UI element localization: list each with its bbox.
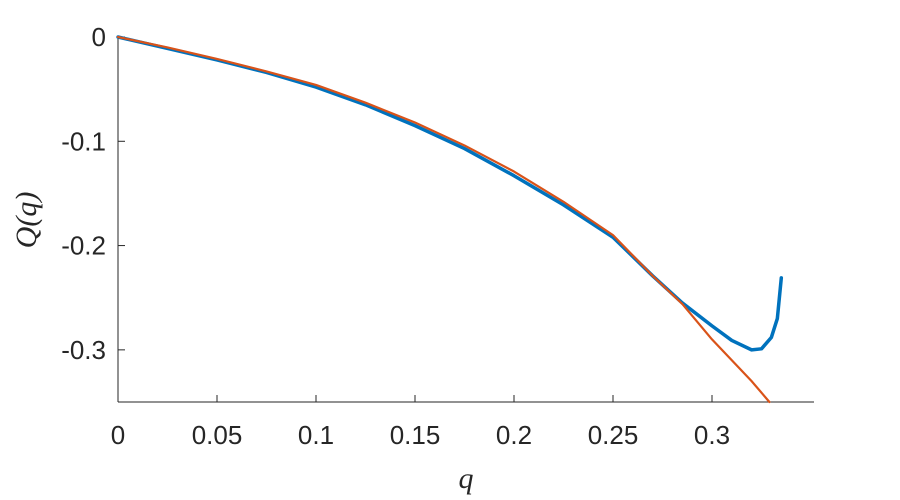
y-tick-label: -0.2 — [61, 231, 106, 261]
x-tick-label: 0.1 — [298, 420, 334, 450]
y-tick-label: 0 — [92, 22, 106, 52]
data-line — [116, 35, 771, 404]
y-tick-label: -0.1 — [61, 126, 106, 156]
x-tick-label: 0.25 — [588, 420, 639, 450]
x-tick-label: 0.05 — [192, 420, 243, 450]
data-line — [116, 35, 784, 352]
x-tick-label: 0.3 — [694, 420, 730, 450]
y-axis-label: Q(q) — [10, 192, 43, 249]
x-axis-label: q — [459, 462, 474, 495]
x-tick-label: 0.15 — [390, 420, 441, 450]
x-tick-label: 0 — [111, 420, 125, 450]
y-tick-label: -0.3 — [61, 335, 106, 365]
x-tick-label: 0.2 — [496, 420, 532, 450]
